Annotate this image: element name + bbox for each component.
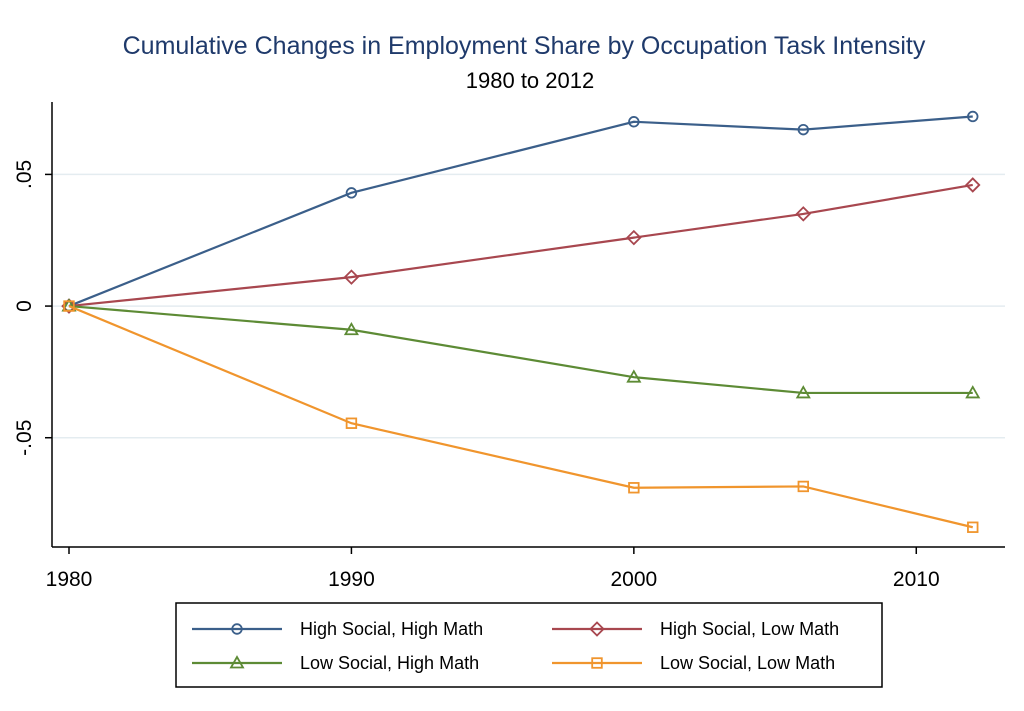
- series-high-social-low-math: [61, 177, 981, 314]
- data-point: [795, 206, 812, 222]
- data-point: [63, 300, 75, 312]
- data-point: [628, 482, 640, 494]
- legend-item: High Social, Low Math: [552, 619, 839, 639]
- legend-marker: [589, 621, 605, 637]
- data-point: [967, 110, 979, 123]
- data-point: [797, 480, 810, 493]
- legend-item: High Social, High Math: [192, 619, 483, 639]
- legend-item: Low Social, Low Math: [552, 653, 835, 673]
- data-point: [626, 369, 642, 383]
- chart-title: Cumulative Changes in Employment Share b…: [123, 32, 926, 60]
- legend-label: High Social, Low Math: [660, 619, 839, 639]
- legend-label: High Social, High Math: [300, 619, 483, 639]
- x-tick-label: 1990: [328, 568, 375, 591]
- series-line: [68, 183, 973, 308]
- series-line: [68, 304, 973, 395]
- data-point: [964, 177, 981, 193]
- x-axis-ticks: 1980 1990 2000 2010: [46, 547, 940, 591]
- series-group: [61, 110, 981, 533]
- legend-item: Low Social, High Math: [192, 653, 479, 673]
- data-point: [628, 116, 640, 128]
- data-point: [795, 385, 811, 399]
- series-high-social-high-math: [63, 110, 979, 312]
- data-point: [345, 187, 358, 199]
- x-tick-label: 1980: [46, 568, 93, 591]
- series-line: [68, 305, 974, 529]
- y-tick-label: 0: [13, 300, 36, 312]
- data-point: [797, 123, 810, 136]
- data-point: [343, 321, 359, 336]
- legend-marker: [591, 657, 603, 669]
- axes: [51, 102, 1005, 548]
- data-point: [967, 521, 979, 533]
- series-low-social-high-math: [61, 298, 981, 399]
- data-point: [343, 269, 360, 285]
- series-low-social-low-math: [63, 300, 979, 533]
- legend-label: Low Social, High Math: [300, 653, 479, 673]
- gridlines: [52, 173, 1005, 439]
- legend-box: [175, 602, 883, 688]
- y-axis-ticks: -.05 0 .05: [13, 160, 52, 456]
- legend: High Social, High Math High Social, Low M…: [175, 602, 883, 688]
- x-tick-label: 2010: [893, 568, 940, 591]
- legend-marker: [231, 623, 243, 635]
- data-point: [965, 385, 981, 399]
- x-tick-label: 2000: [610, 568, 657, 591]
- series-line: [68, 115, 973, 308]
- legend-marker: [229, 655, 245, 669]
- chart-subtitle: 1980 to 2012: [466, 68, 594, 93]
- y-tick-label: .05: [13, 160, 36, 189]
- legend-label: Low Social, Low Math: [660, 653, 835, 673]
- data-point: [626, 229, 642, 246]
- y-tick-label: -.05: [13, 420, 36, 456]
- data-point: [345, 417, 358, 429]
